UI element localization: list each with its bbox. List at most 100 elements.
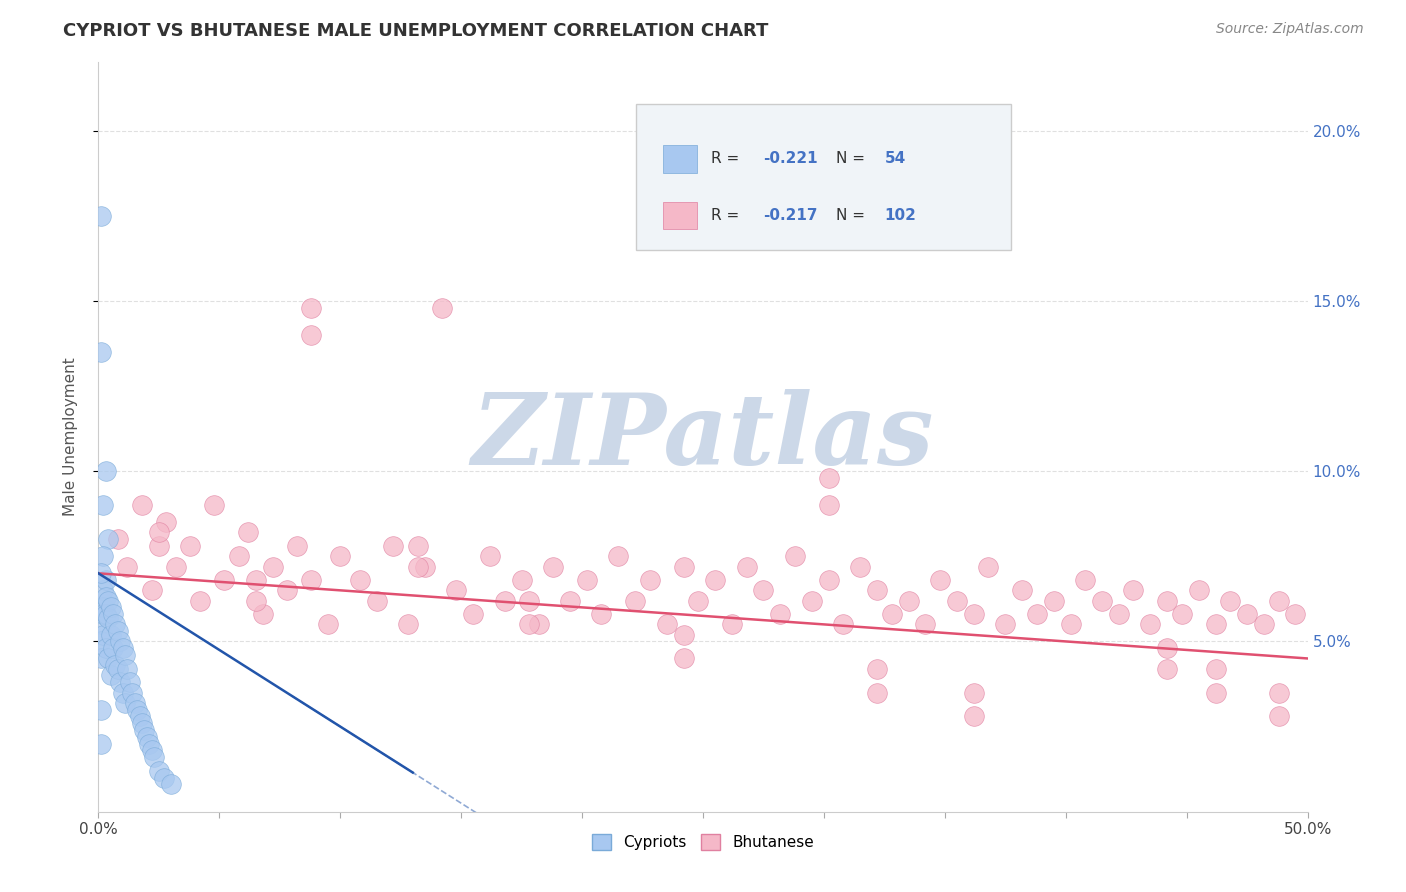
Bar: [664, 202, 697, 228]
Point: [97, 651, 120, 665]
Point: [100, 600, 122, 615]
Point: [91, 549, 114, 564]
Text: 102: 102: [884, 208, 917, 223]
Point: [138, 737, 160, 751]
Point: [141, 583, 163, 598]
Point: [655, 617, 678, 632]
Point: [245, 573, 267, 587]
Point: [832, 617, 855, 632]
Point: [1284, 607, 1306, 622]
Point: [1156, 662, 1178, 676]
Point: [97, 533, 120, 547]
Point: [152, 771, 174, 785]
Point: [704, 573, 727, 587]
Point: [1205, 685, 1227, 699]
Point: [517, 617, 540, 632]
Point: [769, 607, 792, 622]
Point: [914, 617, 936, 632]
Point: [160, 777, 183, 791]
Point: [212, 573, 235, 587]
Point: [91, 627, 114, 641]
Point: [413, 559, 436, 574]
Point: [94, 464, 117, 478]
Text: -0.217: -0.217: [763, 208, 818, 223]
FancyBboxPatch shape: [637, 103, 1011, 250]
Text: 54: 54: [884, 152, 905, 167]
Point: [97, 593, 120, 607]
Point: [800, 593, 823, 607]
Point: [1074, 573, 1097, 587]
Point: [127, 702, 149, 716]
Point: [624, 593, 647, 607]
Point: [204, 498, 226, 512]
Point: [1025, 607, 1047, 622]
Point: [406, 539, 429, 553]
Point: [100, 668, 122, 682]
Point: [1219, 593, 1241, 607]
Point: [107, 624, 129, 639]
Point: [1267, 685, 1289, 699]
Point: [94, 641, 117, 656]
Point: [866, 662, 889, 676]
Point: [1205, 662, 1227, 676]
Point: [114, 696, 136, 710]
Point: [104, 658, 127, 673]
Point: [1122, 583, 1144, 598]
Point: [91, 498, 114, 512]
Point: [517, 593, 540, 607]
Point: [100, 627, 122, 641]
Point: [94, 590, 117, 604]
Point: [541, 559, 564, 574]
Point: [672, 627, 695, 641]
Point: [316, 617, 339, 632]
Point: [866, 685, 889, 699]
Point: [111, 641, 134, 656]
Point: [817, 573, 839, 587]
Point: [118, 675, 141, 690]
Point: [1253, 617, 1275, 632]
Point: [285, 539, 308, 553]
Point: [90, 566, 112, 581]
Point: [97, 610, 120, 624]
Point: [135, 730, 157, 744]
Point: [131, 716, 153, 731]
Point: [688, 593, 710, 607]
Point: [866, 583, 889, 598]
Point: [134, 723, 156, 737]
Point: [977, 559, 1000, 574]
Point: [382, 539, 405, 553]
Point: [1267, 593, 1289, 607]
Point: [148, 764, 170, 778]
Point: [406, 559, 429, 574]
Point: [165, 559, 187, 574]
Point: [1205, 617, 1227, 632]
Point: [262, 559, 284, 574]
Point: [672, 559, 695, 574]
Point: [752, 583, 775, 598]
Point: [527, 617, 550, 632]
Point: [607, 549, 630, 564]
Point: [141, 743, 163, 757]
Text: R =: R =: [711, 208, 745, 223]
Point: [245, 593, 267, 607]
Bar: [664, 145, 697, 172]
Text: N =: N =: [837, 152, 870, 167]
Point: [114, 648, 136, 662]
Point: [148, 525, 170, 540]
Point: [783, 549, 806, 564]
Point: [1171, 607, 1194, 622]
Text: CYPRIOT VS BHUTANESE MALE UNEMPLOYMENT CORRELATION CHART: CYPRIOT VS BHUTANESE MALE UNEMPLOYMENT C…: [63, 22, 769, 40]
Point: [148, 539, 170, 553]
Text: ZIPatlas: ZIPatlas: [472, 389, 934, 485]
Point: [638, 573, 661, 587]
Point: [366, 593, 388, 607]
Point: [299, 327, 322, 342]
Point: [299, 301, 322, 315]
Point: [91, 600, 114, 615]
Point: [188, 593, 211, 607]
Point: [591, 607, 613, 622]
Point: [1042, 593, 1064, 607]
Point: [104, 617, 127, 632]
Point: [108, 675, 131, 690]
Point: [101, 641, 124, 656]
